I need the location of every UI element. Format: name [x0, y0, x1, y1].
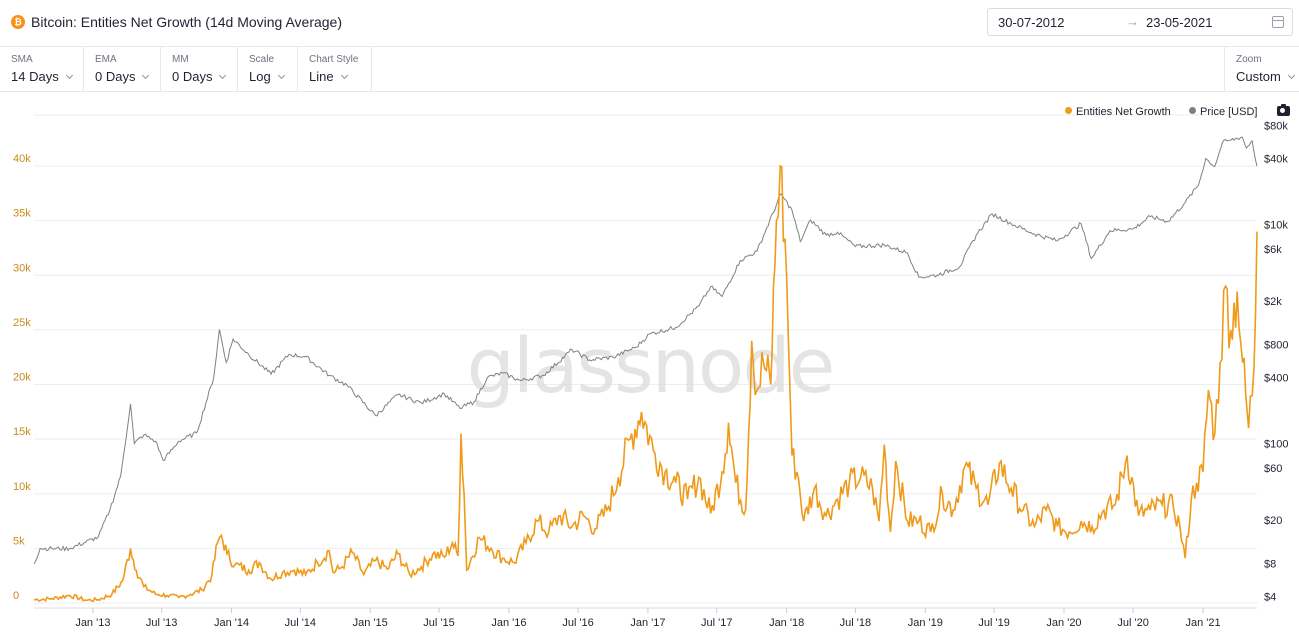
chart-toolbar: SMA 14 Days EMA 0 Days MM 0 Days Scale L… [0, 46, 1299, 92]
left-tick-label: 35k [13, 208, 31, 220]
right-tick-label: $60 [1264, 463, 1282, 475]
x-tick-label: Jul '13 [146, 617, 177, 629]
chart-gridlines [34, 114, 1257, 609]
legend-item-price[interactable]: Price [USD] [1189, 106, 1257, 118]
right-tick-label: $6k [1264, 244, 1282, 256]
page-title: Bitcoin: Entities Net Growth (14d Moving… [31, 14, 343, 30]
legend-label: Entities Net Growth [1076, 106, 1171, 118]
x-tick-label: Jan '19 [908, 617, 943, 629]
left-tick-label: 25k [13, 317, 31, 329]
ema-select[interactable]: EMA 0 Days [84, 47, 161, 92]
x-tick-label: Jul '19 [978, 617, 1009, 629]
right-tick-label: $4 [1264, 592, 1276, 604]
x-tick-label: Jan '16 [491, 617, 526, 629]
legend-item-entities-net-growth[interactable]: Entities Net Growth [1065, 106, 1171, 118]
left-tick-label: 10k [13, 481, 31, 493]
scale-label: Scale [249, 54, 275, 65]
glassnode-watermark: glassnode [467, 321, 834, 410]
zoom-select[interactable]: Zoom Custom [1224, 47, 1299, 92]
right-tick-label: $40k [1264, 154, 1288, 166]
left-tick-label: 20k [13, 372, 31, 384]
right-tick-label: $20 [1264, 515, 1282, 527]
entities-net-growth-series-line [34, 164, 1258, 603]
left-tick-label: 0 [13, 590, 19, 602]
x-tick-label: Jan '13 [75, 617, 110, 629]
legend-dot-icon [1065, 107, 1072, 114]
legend-dot-icon [1189, 107, 1196, 114]
sma-select[interactable]: SMA 14 Days [0, 47, 84, 92]
x-tick-label: Jan '18 [769, 617, 804, 629]
chart-style-value: Line [309, 69, 334, 84]
left-tick-label: 30k [13, 262, 31, 274]
ema-label: EMA [95, 54, 117, 65]
calendar-icon[interactable] [1272, 16, 1284, 28]
sma-value: 14 Days [11, 69, 59, 84]
date-range-picker[interactable]: 30-07-2012 → 23-05-2021 [987, 8, 1293, 36]
date-from-input[interactable]: 30-07-2012 [998, 15, 1065, 30]
date-to-input[interactable]: 23-05-2021 [1146, 15, 1213, 30]
mm-select[interactable]: MM 0 Days [161, 47, 238, 92]
left-tick-label: 15k [13, 426, 31, 438]
ema-value: 0 Days [95, 69, 136, 84]
x-tick-label: Jul '16 [562, 617, 593, 629]
x-tick-label: Jul '20 [1117, 617, 1148, 629]
mm-value: 0 Days [172, 69, 213, 84]
x-tick-label: Jul '18 [840, 617, 871, 629]
left-axis: 0 5k 10k 15k 20k 25k 30k 35k 40k [13, 153, 31, 602]
x-tick-label: Jan '14 [214, 617, 249, 629]
chart-header: ₿ Bitcoin: Entities Net Growth (14d Movi… [0, 0, 1299, 46]
right-tick-label: $10k [1264, 220, 1288, 232]
x-tick-label: Jan '17 [630, 617, 665, 629]
x-tick-label: Jul '15 [423, 617, 454, 629]
x-axis: Jan '13 Jul '13 Jan '14 Jul '14 Jan '15 Jul '… [75, 608, 1221, 629]
arrow-right-icon: → [1126, 14, 1139, 29]
sma-label: SMA [11, 54, 33, 65]
bitcoin-icon: ₿ [11, 15, 25, 29]
camera-icon[interactable] [1277, 104, 1290, 116]
left-tick-label: 5k [13, 535, 25, 547]
right-tick-label: $100 [1264, 439, 1288, 451]
x-tick-label: Jul '14 [285, 617, 316, 629]
x-tick-label: Jan '21 [1185, 617, 1220, 629]
mm-label: MM [172, 54, 189, 65]
chart-style-label: Chart Style [309, 54, 359, 65]
x-tick-label: Jan '15 [353, 617, 388, 629]
right-tick-label: $800 [1264, 340, 1288, 352]
right-tick-label: $8 [1264, 559, 1276, 571]
scale-select[interactable]: Scale Log [238, 47, 298, 92]
zoom-label: Zoom [1236, 54, 1262, 65]
left-tick-label: 40k [13, 153, 31, 165]
right-tick-label: $400 [1264, 373, 1288, 385]
chart-style-select[interactable]: Chart Style Line [298, 47, 372, 92]
x-tick-label: Jul '17 [701, 617, 732, 629]
zoom-value: Custom [1236, 69, 1281, 84]
right-tick-label: $80k [1264, 121, 1288, 133]
right-tick-label: $2k [1264, 296, 1282, 308]
legend-label: Price [USD] [1200, 106, 1258, 118]
price-series-line [33, 136, 1258, 564]
x-tick-label: Jan '20 [1046, 617, 1081, 629]
right-axis: $4 $8 $20 $60 $100 $400 $800 $2k $6k $10k $40k $80k [1264, 121, 1288, 604]
scale-value: Log [249, 69, 271, 84]
